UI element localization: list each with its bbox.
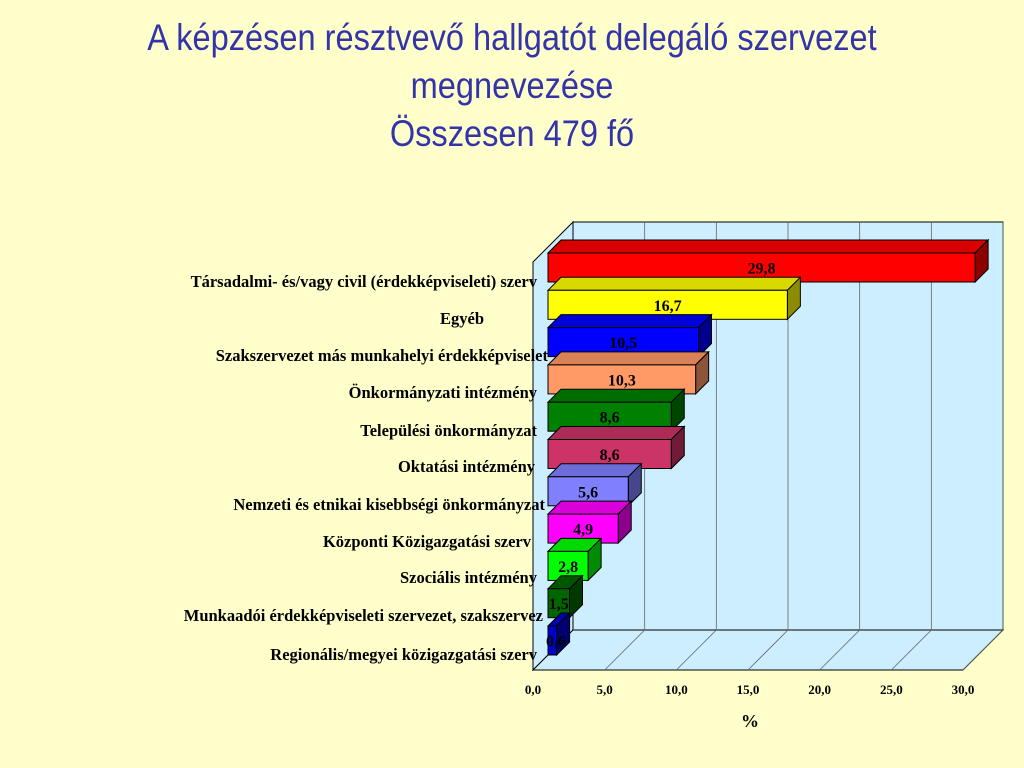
title-line-3: Összesen 479 fő xyxy=(389,113,635,154)
grid-line xyxy=(604,629,645,671)
x-tick-labels: 0,0 5,0 10,0 15,0 20,0 25,0 30,0 xyxy=(525,682,975,697)
bar-front xyxy=(547,625,558,656)
bars: 29,8 16,7 10,5 10,3 8,6 8,6 5,6 4,9 2,8 1,5 0,6 xyxy=(546,238,990,657)
data-label: 8,6 xyxy=(600,410,620,427)
bar: 10,5 xyxy=(546,313,713,358)
bar: 16,7 xyxy=(546,276,802,321)
grid-line xyxy=(819,629,860,671)
bar: 4,9 xyxy=(546,499,633,545)
category-label: Szakszervezet más munkahelyi érdekképvis… xyxy=(216,346,549,365)
grid-line xyxy=(676,629,717,671)
category-label: Oktatási intézmény xyxy=(398,457,536,476)
x-axis-label: % xyxy=(741,711,759,731)
bar-top xyxy=(546,426,686,440)
data-label: 0,6 xyxy=(546,634,566,651)
data-label: 1,5 xyxy=(549,596,569,613)
bar: 2,8 xyxy=(546,537,603,582)
bar-top xyxy=(546,463,643,478)
category-label: Egyéb xyxy=(440,309,484,328)
category-labels: Társadalmi- és/vagy civil (érdekképvisel… xyxy=(184,272,549,664)
bar-top xyxy=(546,388,686,403)
bar-top xyxy=(546,314,713,329)
bar: 8,6 xyxy=(546,425,686,470)
data-label: 8,6 xyxy=(600,447,620,464)
category-label: Központi Közigazgatási szerv xyxy=(323,532,532,551)
category-label: Társadalmi- és/vagy civil (érdekképvisel… xyxy=(191,272,538,291)
bar: 5,6 xyxy=(546,462,643,508)
bar: 10,3 xyxy=(546,350,710,396)
bar-top xyxy=(546,276,802,291)
x-tick-label: 20,0 xyxy=(808,682,831,697)
bar-top xyxy=(546,239,990,254)
data-label: 29,8 xyxy=(748,261,776,278)
data-label: 10,5 xyxy=(609,335,637,352)
x-tick-label: 25,0 xyxy=(880,682,903,697)
bar-top xyxy=(546,500,633,515)
x-tick-label: 15,0 xyxy=(737,682,760,697)
data-label: 5,6 xyxy=(578,484,598,501)
category-label: Szociális intézmény xyxy=(400,568,538,587)
x-tick-label: 10,0 xyxy=(665,682,688,697)
bar-top xyxy=(546,351,710,366)
grid-line xyxy=(747,629,789,671)
data-label: 16,7 xyxy=(654,298,682,315)
title-line-2: megnevezése xyxy=(410,65,614,106)
category-label: Önkormányzati intézmény xyxy=(349,383,538,402)
chart-title: A képzésen résztvevő hallgatót delegáló … xyxy=(61,14,962,158)
bar: 29,8 xyxy=(546,238,990,284)
grid-line xyxy=(962,629,1004,671)
category-label: Települési önkormányzat xyxy=(360,421,537,440)
bar: 8,6 xyxy=(546,387,686,433)
data-label: 4,9 xyxy=(573,522,593,539)
data-label: 10,3 xyxy=(608,372,636,389)
title-line-1: A képzésen résztvevő hallgatót delegáló … xyxy=(147,17,877,58)
bar: 0,6 xyxy=(546,611,571,657)
category-label: Regionális/megyei közigazgatási szerv xyxy=(270,645,537,664)
x-tick-label: 30,0 xyxy=(952,682,975,697)
category-label: Nemzeti és etnikai kisebbségi önkormányz… xyxy=(233,495,545,514)
grid-line xyxy=(891,629,932,671)
x-tick-label: 5,0 xyxy=(597,682,613,697)
category-label: Munkaadói érdekképviseleti szervezet, sz… xyxy=(184,606,543,625)
data-label: 2,8 xyxy=(558,559,578,576)
x-tick-label: 0,0 xyxy=(525,682,541,697)
